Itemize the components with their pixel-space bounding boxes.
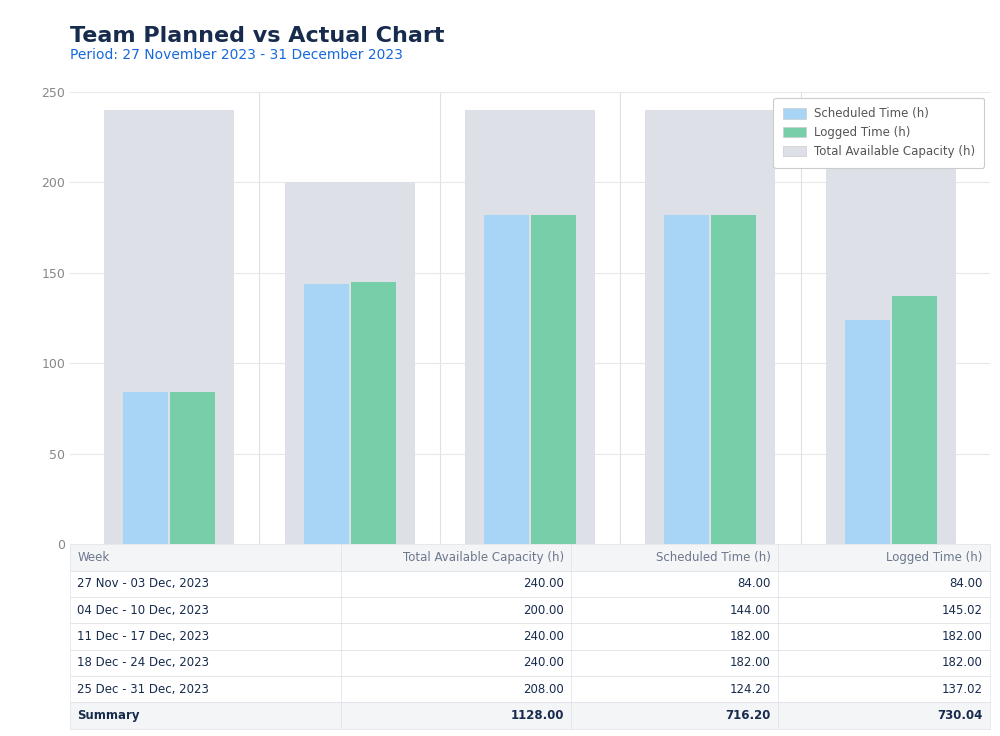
Text: 182.00: 182.00 <box>730 657 771 669</box>
Text: 716.20: 716.20 <box>726 709 771 722</box>
Text: 04 Dec - 10 Dec, 2023: 04 Dec - 10 Dec, 2023 <box>77 604 209 617</box>
Bar <box>892 297 937 544</box>
Text: 240.00: 240.00 <box>523 630 564 643</box>
Text: 1128.00: 1128.00 <box>511 709 564 722</box>
Bar <box>645 110 775 544</box>
Text: 182.00: 182.00 <box>730 630 771 643</box>
Text: Logged Time (h): Logged Time (h) <box>886 551 983 564</box>
Text: 84.00: 84.00 <box>738 577 771 590</box>
Text: 27 Nov - 03 Dec, 2023: 27 Nov - 03 Dec, 2023 <box>77 577 209 590</box>
Bar <box>170 392 215 544</box>
Text: 182.00: 182.00 <box>942 657 983 669</box>
Bar <box>70 623 990 650</box>
Text: 18 Dec - 24 Dec, 2023: 18 Dec - 24 Dec, 2023 <box>77 657 209 669</box>
Text: 208.00: 208.00 <box>523 682 564 696</box>
Text: 144.00: 144.00 <box>730 604 771 617</box>
Bar <box>70 544 990 570</box>
Text: 182.00: 182.00 <box>942 630 983 643</box>
Bar <box>70 570 990 597</box>
Text: Summary: Summary <box>77 709 140 722</box>
Text: 240.00: 240.00 <box>523 577 564 590</box>
Text: Team Planned vs Actual Chart: Team Planned vs Actual Chart <box>70 26 444 46</box>
Bar <box>70 650 990 676</box>
Bar <box>465 110 595 544</box>
Text: 200.00: 200.00 <box>523 604 564 617</box>
Bar <box>664 215 709 544</box>
Text: 11 Dec - 17 Dec, 2023: 11 Dec - 17 Dec, 2023 <box>77 630 209 643</box>
Bar <box>123 392 168 544</box>
Bar <box>845 319 890 544</box>
Text: 145.02: 145.02 <box>942 604 983 617</box>
Bar <box>70 676 990 702</box>
Bar <box>104 110 234 544</box>
Legend: Scheduled Time (h), Logged Time (h), Total Available Capacity (h): Scheduled Time (h), Logged Time (h), Tot… <box>773 98 984 168</box>
Text: 137.02: 137.02 <box>942 682 983 696</box>
Bar <box>531 215 576 544</box>
Text: Week: Week <box>77 551 110 564</box>
Text: Total Available Capacity (h): Total Available Capacity (h) <box>403 551 564 564</box>
Text: 124.20: 124.20 <box>730 682 771 696</box>
Text: 240.00: 240.00 <box>523 657 564 669</box>
Bar <box>285 183 415 544</box>
Bar <box>70 702 990 729</box>
Text: Scheduled Time (h): Scheduled Time (h) <box>656 551 771 564</box>
Bar <box>351 282 396 544</box>
Text: Period: 27 November 2023 - 31 December 2023: Period: 27 November 2023 - 31 December 2… <box>70 48 403 62</box>
Text: 730.04: 730.04 <box>937 709 983 722</box>
Bar <box>826 168 956 544</box>
Bar <box>70 597 990 623</box>
Bar <box>484 215 529 544</box>
Text: 25 Dec - 31 Dec, 2023: 25 Dec - 31 Dec, 2023 <box>77 682 209 696</box>
Bar <box>711 215 756 544</box>
Text: 84.00: 84.00 <box>949 577 983 590</box>
Bar <box>304 284 349 544</box>
